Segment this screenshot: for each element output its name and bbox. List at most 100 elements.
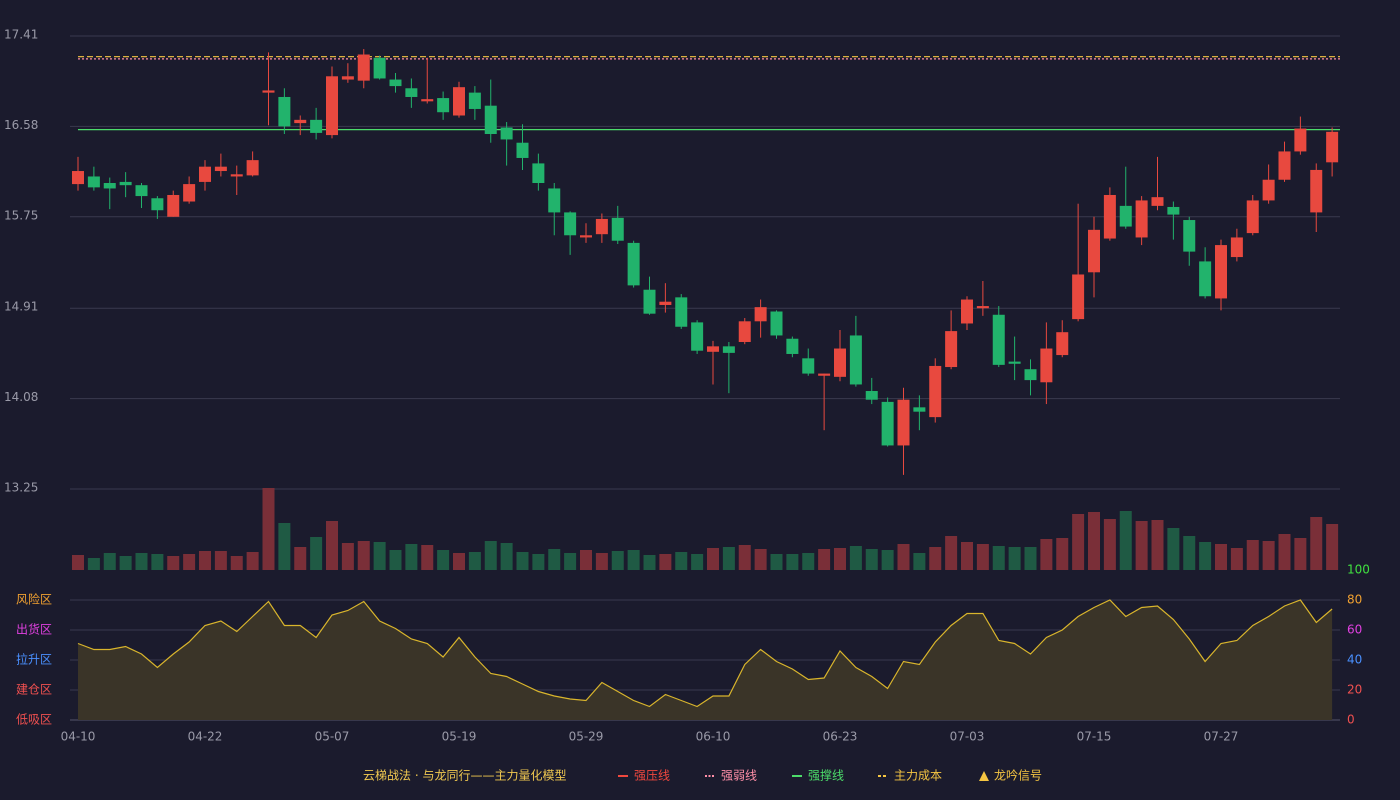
- volume-bar: [643, 555, 656, 570]
- candle-body: [770, 311, 783, 336]
- indicator-area: [78, 600, 1333, 720]
- volume-bar: [659, 554, 672, 570]
- candle-body: [1151, 197, 1164, 206]
- volume-bar: [1310, 517, 1323, 570]
- candle-body: [627, 242, 640, 286]
- y-tick-label: 14.91: [4, 300, 38, 314]
- candle-body: [532, 163, 545, 184]
- indicator-line: [77, 599, 1333, 708]
- volume-bar: [516, 552, 529, 570]
- candle-body: [326, 76, 338, 136]
- volume-bar: [961, 542, 973, 570]
- y-tick-label: 14.08: [4, 390, 38, 404]
- candle-body: [1199, 261, 1212, 297]
- volume-bar: [675, 552, 688, 570]
- volume-bar: [1294, 538, 1307, 570]
- volume-bar: [976, 544, 989, 570]
- volume-bar: [1088, 512, 1100, 570]
- candle-body: [294, 119, 307, 124]
- volume-bar: [72, 555, 84, 570]
- volume-bar: [214, 551, 227, 570]
- candle-body: [516, 142, 529, 158]
- candle-body: [881, 401, 894, 446]
- y-tick-label: 13.25: [4, 481, 38, 495]
- volume-bar: [246, 552, 259, 570]
- volume-bar: [1040, 539, 1053, 570]
- volume-bar: [1135, 521, 1148, 570]
- candle-body: [341, 76, 354, 80]
- x-tick-label: 07-27: [1204, 730, 1239, 744]
- y2-tick-label: 100: [1347, 563, 1370, 577]
- y-tick-label: 拉升区: [16, 652, 52, 667]
- volume-bar: [548, 549, 561, 570]
- candle-body: [135, 185, 148, 197]
- volume-bar: [802, 553, 815, 570]
- candle-body: [468, 92, 481, 109]
- volume-bar: [1246, 540, 1259, 570]
- candle-body: [405, 88, 418, 97]
- candle-body: [1119, 205, 1132, 227]
- candle-body: [151, 198, 164, 211]
- candle-body: [72, 171, 84, 185]
- volume-bar: [484, 541, 497, 570]
- candle-body: [834, 348, 846, 377]
- volume-bar: [135, 553, 148, 570]
- candle-body: [262, 90, 275, 93]
- volume-bar: [849, 546, 862, 570]
- candle-body: [707, 346, 719, 352]
- y-tick-label: 出货区: [16, 622, 52, 637]
- x-tick-label: 05-29: [569, 730, 604, 744]
- volume-bar: [1119, 511, 1132, 570]
- volume-bar: [532, 554, 545, 570]
- y2-tick-label: 80: [1347, 593, 1362, 607]
- volume-bar: [183, 554, 196, 570]
- volume-bar: [1103, 519, 1116, 570]
- volume-bar: [818, 549, 831, 570]
- candle-body: [913, 407, 926, 412]
- volume-bar: [357, 541, 370, 570]
- candle-body: [246, 160, 259, 176]
- volume-bar: [310, 537, 323, 570]
- volume-bar: [1167, 528, 1180, 570]
- legend-label: 龙吟信号: [994, 768, 1042, 783]
- y-tick-label: 风险区: [16, 592, 52, 607]
- volume-bar: [786, 554, 799, 570]
- y-tick-label: 17.41: [4, 28, 38, 42]
- candle-body: [1088, 229, 1100, 273]
- x-tick-label: 04-22: [188, 730, 223, 744]
- candle-body: [1278, 151, 1291, 180]
- candle-body: [199, 166, 211, 182]
- volume-bar: [1151, 520, 1164, 570]
- candle-body: [1167, 206, 1180, 215]
- volume-bar: [373, 542, 386, 570]
- volume-bar: [262, 488, 275, 570]
- candle-body: [643, 289, 656, 314]
- volume-bar: [722, 547, 735, 570]
- candle-body: [738, 321, 751, 342]
- candle-body: [1056, 332, 1069, 356]
- volume-bar: [881, 550, 894, 570]
- candle-body: [500, 127, 513, 140]
- volume-bar: [595, 553, 608, 570]
- candle-body: [1294, 128, 1307, 152]
- y-tick-label: 15.75: [4, 208, 38, 222]
- volume-bar: [1215, 544, 1227, 570]
- candle-body: [310, 119, 323, 133]
- legend-label: 强撑线: [808, 768, 844, 783]
- candle-body: [1103, 194, 1116, 239]
- candle-body: [976, 306, 989, 309]
- volume-bar: [1199, 542, 1212, 570]
- candle-body: [897, 399, 910, 446]
- candle-body: [992, 314, 1005, 365]
- y-tick-label: 建仓区: [16, 683, 52, 697]
- candle-body: [1215, 245, 1227, 299]
- volume-bar: [1262, 541, 1275, 570]
- volume-bar: [405, 544, 418, 570]
- legend-label: 强弱线: [721, 769, 757, 783]
- candle-body: [1072, 274, 1085, 320]
- volume-bar: [992, 546, 1005, 570]
- candle-body: [849, 335, 862, 385]
- candle-body: [167, 194, 180, 217]
- volume-bar: [611, 551, 624, 570]
